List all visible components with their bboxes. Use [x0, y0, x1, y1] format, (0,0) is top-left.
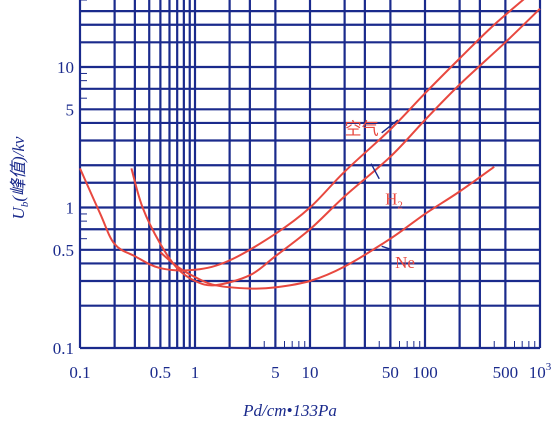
x-tick-label: 1	[191, 363, 200, 382]
grid-layer	[78, 0, 542, 350]
annotation-空气: 空气	[345, 120, 379, 139]
y-tick-label: 0.5	[53, 241, 74, 260]
x-axis-label: Pd/cm•133Pa	[242, 401, 337, 420]
y-tick-label: 10	[57, 58, 74, 77]
x-tick-label: 5	[271, 363, 280, 382]
annotation-ne: Ne	[395, 253, 415, 272]
y-axis-label-rest: (峰值)/kv	[9, 136, 28, 202]
y-axis-label-sub: b	[19, 201, 31, 207]
annotation-leader	[381, 119, 399, 134]
y-tick-label: 5	[66, 100, 75, 119]
x-tick-label: 0.1	[69, 363, 90, 382]
annotation-leader	[381, 245, 393, 251]
curve-空气	[79, 0, 525, 272]
label-layer: 0.1 0.5 1 5 10 50 100 500 103 0.1 0.5 1 5 10 空气 H2 Ne	[53, 58, 552, 382]
x-tick-label: 50	[382, 363, 399, 382]
y-axis-label-main: U	[9, 205, 28, 219]
curve-h2	[130, 7, 541, 287]
annotation-h2: H2	[385, 190, 403, 212]
curve-ne	[159, 165, 495, 290]
x-tick-label: 500	[493, 363, 519, 382]
y-axis-label: Ub(峰值)/kv	[9, 136, 31, 219]
curve-layer	[79, 0, 541, 290]
y-tick-label: 0.1	[53, 339, 74, 358]
x-tick-label: 10	[302, 363, 319, 382]
annotation-leader	[370, 163, 380, 180]
x-tick-label: 100	[412, 363, 438, 382]
x-tick-label: 103	[529, 361, 552, 382]
x-tick-label: 0.5	[150, 363, 171, 382]
y-tick-label: 1	[66, 199, 75, 218]
